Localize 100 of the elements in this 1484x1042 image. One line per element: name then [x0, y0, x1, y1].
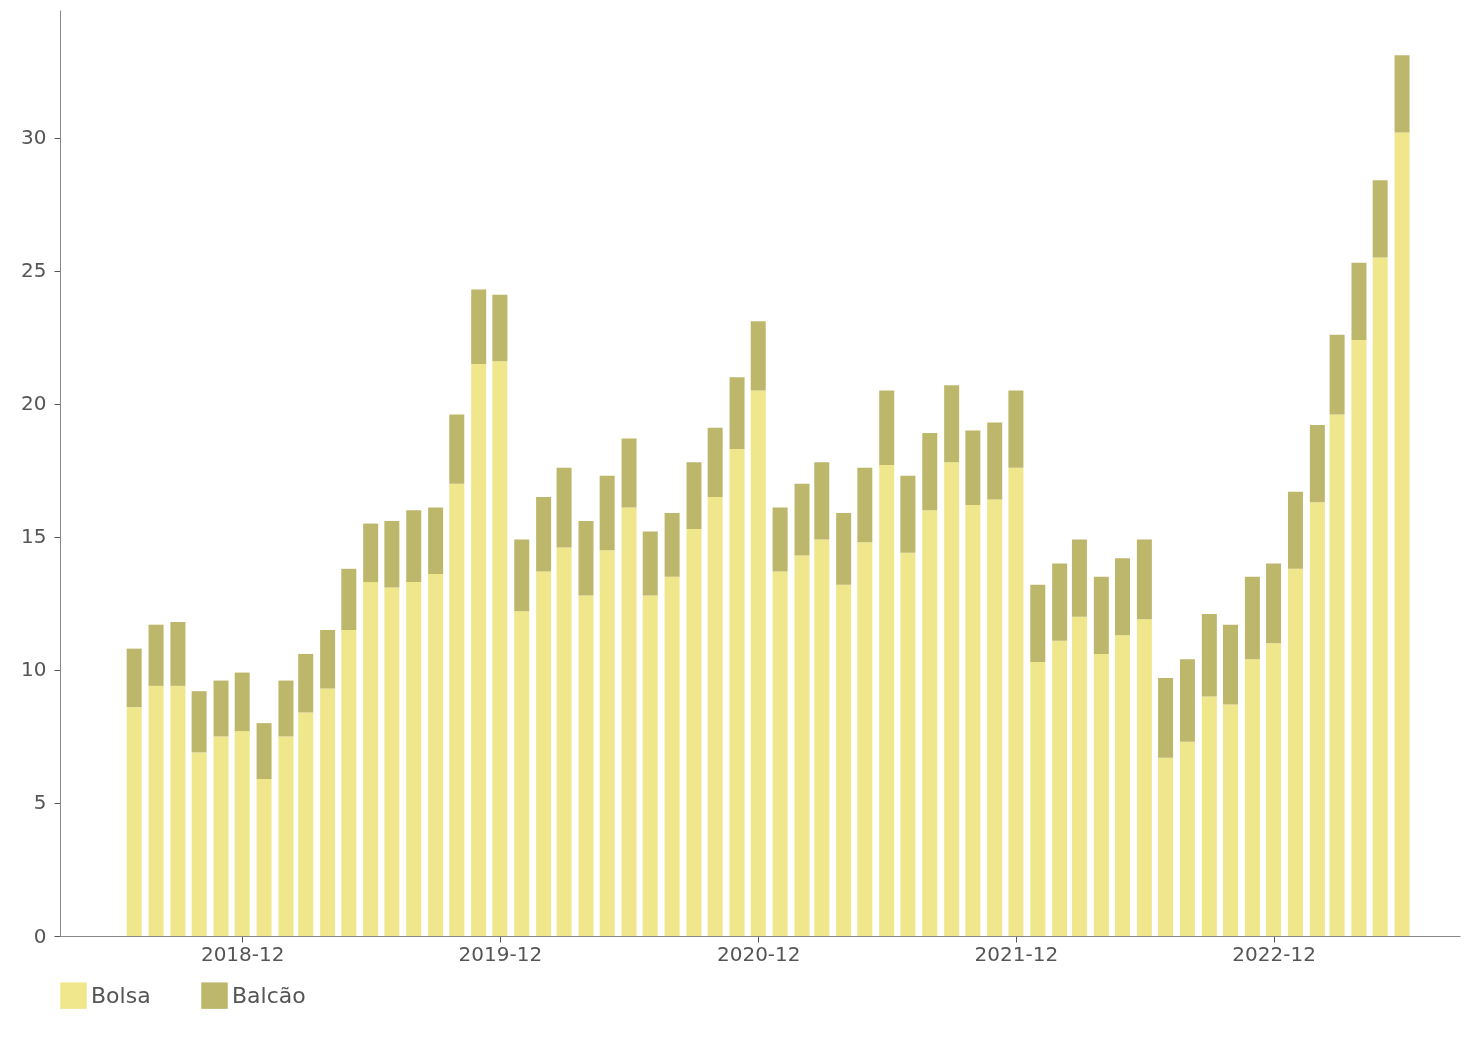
bar	[384, 587, 400, 936]
bar	[944, 385, 960, 463]
y-tick-label: 0	[33, 923, 47, 948]
bar	[341, 568, 357, 630]
bar	[536, 571, 552, 936]
y-tick-label: 15	[21, 524, 47, 549]
legend-label: Balcão	[232, 982, 306, 1008]
bar	[794, 555, 810, 936]
bar	[1244, 659, 1260, 936]
bar	[471, 363, 487, 936]
bar	[556, 547, 572, 936]
bar	[213, 736, 229, 936]
bar	[922, 510, 938, 936]
bar	[1309, 502, 1325, 936]
bar	[126, 707, 142, 936]
bar	[1115, 635, 1130, 936]
legend-label: Bolsa	[91, 982, 151, 1008]
bar	[1372, 257, 1388, 936]
bar	[1287, 491, 1303, 569]
bar	[213, 680, 229, 737]
bar	[256, 723, 272, 780]
bar	[170, 685, 186, 936]
bar	[772, 507, 788, 572]
bar	[729, 377, 745, 450]
x-tick-label: 2019-12	[458, 941, 543, 966]
bar	[578, 520, 594, 596]
bar	[1244, 576, 1260, 660]
bar	[729, 449, 745, 936]
bar	[686, 462, 702, 529]
bar	[148, 685, 164, 936]
bar	[406, 582, 422, 936]
bar	[965, 430, 981, 505]
bar	[1136, 619, 1152, 936]
bar	[1351, 262, 1367, 340]
bar	[1052, 563, 1068, 641]
bar	[234, 731, 250, 936]
bar	[707, 427, 723, 497]
bar	[900, 552, 916, 936]
bar	[428, 507, 444, 575]
bar	[320, 629, 336, 689]
bar	[944, 462, 960, 936]
bar	[987, 499, 1003, 936]
bar	[191, 691, 207, 753]
bar	[1266, 643, 1282, 936]
bar	[664, 512, 680, 577]
bar	[879, 465, 895, 936]
bar	[879, 390, 895, 466]
bar	[664, 576, 680, 936]
bar	[1071, 616, 1087, 936]
bar	[341, 629, 357, 936]
bar	[1030, 661, 1046, 936]
bar	[1093, 653, 1109, 936]
bar	[1093, 576, 1109, 654]
bar	[298, 712, 314, 936]
bar	[599, 550, 615, 936]
bar	[320, 688, 336, 936]
bar	[191, 752, 207, 936]
bar	[514, 539, 530, 612]
bar	[621, 438, 637, 508]
bar	[987, 422, 1003, 500]
bar	[836, 584, 852, 936]
bar	[278, 736, 294, 936]
bar	[1266, 563, 1282, 644]
bar	[900, 475, 916, 553]
bar	[772, 571, 788, 936]
y-tick-label: 20	[21, 391, 47, 416]
bar	[1158, 757, 1174, 936]
bar	[857, 467, 873, 543]
bar	[449, 414, 465, 484]
bar	[148, 624, 164, 686]
bar	[363, 523, 379, 583]
bar	[406, 510, 422, 583]
bar	[449, 483, 465, 936]
bar	[1052, 640, 1068, 936]
bar	[1309, 425, 1325, 503]
bar	[278, 680, 294, 737]
bar	[621, 507, 637, 936]
bar	[514, 611, 530, 936]
bar	[965, 504, 981, 936]
bar	[794, 483, 810, 556]
bar	[578, 595, 594, 936]
bar	[384, 520, 400, 588]
bar	[707, 496, 723, 936]
bar	[1179, 741, 1195, 936]
bar	[1008, 467, 1024, 936]
bar	[1223, 704, 1239, 936]
bar	[1071, 539, 1087, 617]
bar	[1223, 624, 1239, 705]
bar	[234, 672, 250, 732]
x-tick-label: 2021-12	[974, 941, 1059, 966]
bar	[492, 294, 508, 362]
bar	[492, 361, 508, 936]
bar	[298, 653, 314, 713]
bar	[814, 539, 830, 936]
y-tick-label: 25	[21, 258, 47, 283]
bar	[126, 648, 142, 708]
x-tick-label: 2020-12	[716, 941, 801, 966]
bar	[1287, 568, 1303, 936]
bar	[1329, 334, 1345, 415]
bar	[750, 390, 766, 936]
